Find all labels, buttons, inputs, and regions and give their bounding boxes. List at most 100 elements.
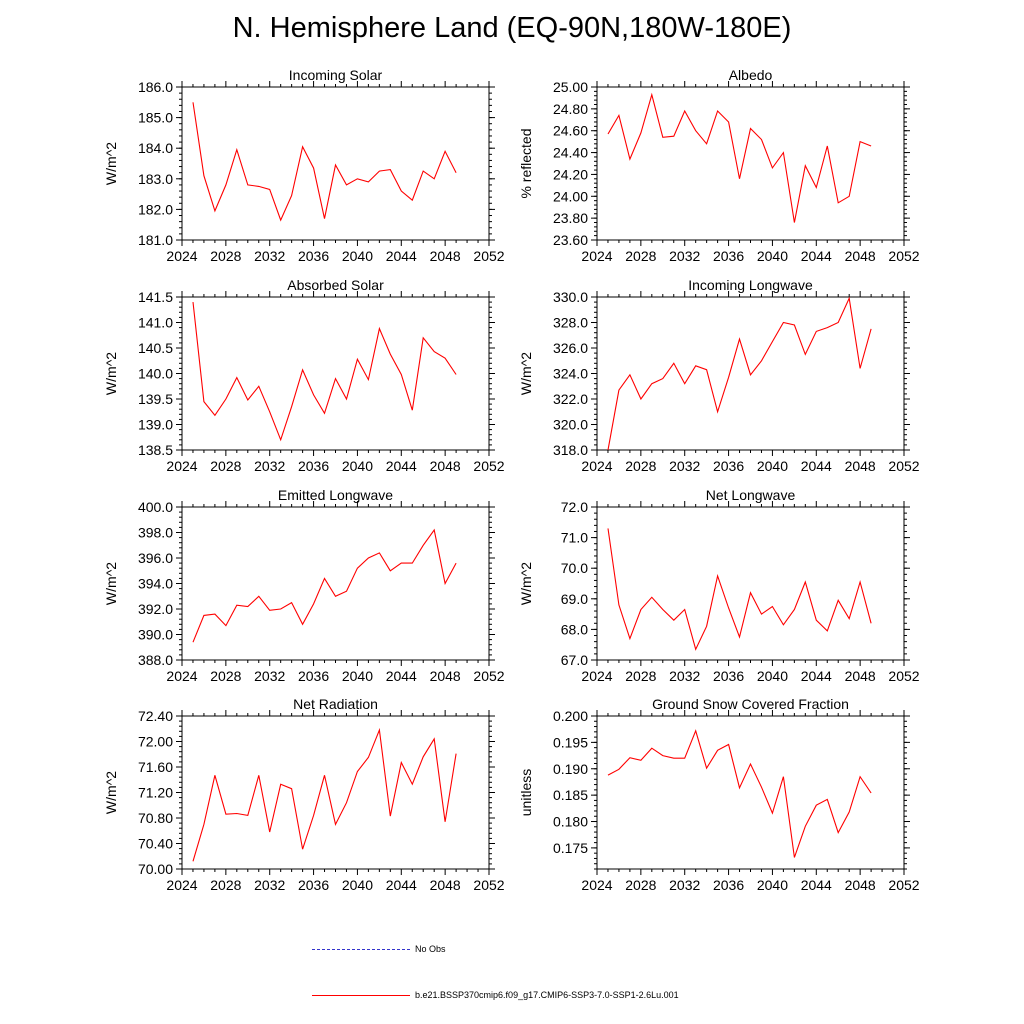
x-tick-label: 2028 xyxy=(625,668,656,684)
x-tick-label: 2048 xyxy=(430,668,461,684)
x-tick-label: 2024 xyxy=(166,458,197,474)
x-tick-label: 2028 xyxy=(625,248,656,264)
x-tick-label: 2052 xyxy=(888,248,919,264)
plot-frame xyxy=(181,86,490,241)
x-tick-label: 2024 xyxy=(581,248,612,264)
x-tick-label: 2044 xyxy=(386,668,417,684)
y-tick-label: 0.195 xyxy=(553,734,588,750)
y-tick-label: 141.0 xyxy=(138,315,173,331)
plot-frame xyxy=(596,506,905,661)
x-tick-label: 2028 xyxy=(210,458,241,474)
x-tick-label: 2032 xyxy=(669,248,700,264)
y-axis-label: W/m^2 xyxy=(518,352,534,395)
x-tick-label: 2040 xyxy=(342,668,373,684)
y-tick-label: 392.0 xyxy=(138,601,173,617)
y-tick-label: 71.0 xyxy=(561,530,588,546)
x-tick-label: 2028 xyxy=(625,458,656,474)
panel-title: Net Longwave xyxy=(706,487,796,503)
y-tick-label: 71.60 xyxy=(138,759,173,775)
x-tick-label: 2036 xyxy=(713,668,744,684)
series-line xyxy=(607,729,872,858)
x-tick-label: 2052 xyxy=(473,668,504,684)
y-tick-label: 68.0 xyxy=(561,621,588,637)
panel-title: Incoming Longwave xyxy=(688,277,813,293)
x-tick-label: 2036 xyxy=(713,877,744,893)
chart-panel-5: Net Longwave W/m^2 2024 2028 2032 2036 2040 204… xyxy=(518,487,920,684)
chart-panel-0: Incoming Solar W/m^2 2024 2028 2032 2036 2040 2… xyxy=(103,67,505,264)
x-tick-label: 2032 xyxy=(669,877,700,893)
y-tick-label: 70.00 xyxy=(138,861,173,877)
y-axis-label: % reflected xyxy=(518,128,534,198)
y-tick-label: 330.0 xyxy=(553,289,588,305)
y-tick-label: 186.0 xyxy=(138,79,173,95)
x-tick-label: 2048 xyxy=(845,458,876,474)
y-axis-label: W/m^2 xyxy=(518,562,534,605)
y-tick-label: 24.20 xyxy=(553,166,588,182)
x-tick-label: 2048 xyxy=(845,668,876,684)
x-tick-label: 2040 xyxy=(342,248,373,264)
panel-title: Ground Snow Covered Fraction xyxy=(652,696,849,712)
y-tick-label: 390.0 xyxy=(138,627,173,643)
y-tick-label: 24.00 xyxy=(553,188,588,204)
y-tick-label: 182.0 xyxy=(138,201,173,217)
y-tick-label: 183.0 xyxy=(138,171,173,187)
chart-panel-7: Ground Snow Covered Fraction unitless 2024… xyxy=(518,696,920,893)
plot-frame xyxy=(181,296,490,451)
y-axis-label: unitless xyxy=(518,769,534,816)
plot-frame xyxy=(181,715,490,870)
y-tick-label: 185.0 xyxy=(138,110,173,126)
y-tick-label: 0.185 xyxy=(553,787,588,803)
y-tick-label: 72.00 xyxy=(138,734,173,750)
x-tick-label: 2032 xyxy=(254,248,285,264)
x-tick-label: 2040 xyxy=(757,458,788,474)
x-tick-label: 2044 xyxy=(801,877,832,893)
y-tick-label: 318.0 xyxy=(553,442,588,458)
panel-title: Albedo xyxy=(729,67,773,83)
x-tick-label: 2040 xyxy=(757,668,788,684)
plot-frame xyxy=(596,715,905,870)
x-tick-label: 2040 xyxy=(757,248,788,264)
y-axis-label: W/m^2 xyxy=(103,562,119,605)
x-tick-label: 2048 xyxy=(845,877,876,893)
y-tick-label: 326.0 xyxy=(553,340,588,356)
chart-panel-4: Emitted Longwave W/m^2 2024 2028 2032 2036 204… xyxy=(103,487,505,684)
y-tick-label: 320.0 xyxy=(553,417,588,433)
x-tick-label: 2044 xyxy=(801,458,832,474)
y-tick-label: 25.00 xyxy=(553,79,588,95)
x-tick-label: 2024 xyxy=(166,668,197,684)
figure-title: N. Hemisphere Land (EQ-90N,180W-180E) xyxy=(232,12,792,44)
y-tick-label: 322.0 xyxy=(553,391,588,407)
x-tick-label: 2052 xyxy=(888,877,919,893)
x-tick-label: 2036 xyxy=(298,668,329,684)
y-tick-label: 139.0 xyxy=(138,417,173,433)
x-tick-label: 2036 xyxy=(713,248,744,264)
x-tick-label: 2052 xyxy=(888,668,919,684)
y-tick-label: 72.40 xyxy=(138,708,173,724)
chart-panel-3: Incoming Longwave W/m^2 2024 2028 2032 2036 20… xyxy=(518,277,920,474)
x-tick-label: 2036 xyxy=(298,248,329,264)
y-tick-label: 24.60 xyxy=(553,123,588,139)
x-tick-label: 2032 xyxy=(254,458,285,474)
x-tick-label: 2024 xyxy=(166,248,197,264)
x-tick-label: 2040 xyxy=(757,877,788,893)
x-tick-label: 2052 xyxy=(888,458,919,474)
x-tick-label: 2024 xyxy=(581,668,612,684)
y-tick-label: 70.40 xyxy=(138,836,173,852)
series-line xyxy=(192,528,457,643)
y-tick-label: 67.0 xyxy=(561,652,588,668)
x-tick-label: 2024 xyxy=(581,877,612,893)
y-tick-label: 24.80 xyxy=(553,101,588,117)
y-tick-label: 72.0 xyxy=(561,499,588,515)
x-tick-label: 2032 xyxy=(254,877,285,893)
y-tick-label: 70.80 xyxy=(138,810,173,826)
x-tick-label: 2036 xyxy=(713,458,744,474)
series-line xyxy=(192,302,457,442)
chart-panel-2: Absorbed Solar W/m^2 2024 2028 2032 2036 2040 2… xyxy=(103,277,505,474)
series-line xyxy=(607,528,872,651)
x-tick-label: 2028 xyxy=(210,668,241,684)
x-tick-label: 2032 xyxy=(669,668,700,684)
series-line xyxy=(192,727,457,862)
x-tick-label: 2040 xyxy=(342,458,373,474)
y-tick-label: 23.60 xyxy=(553,232,588,248)
